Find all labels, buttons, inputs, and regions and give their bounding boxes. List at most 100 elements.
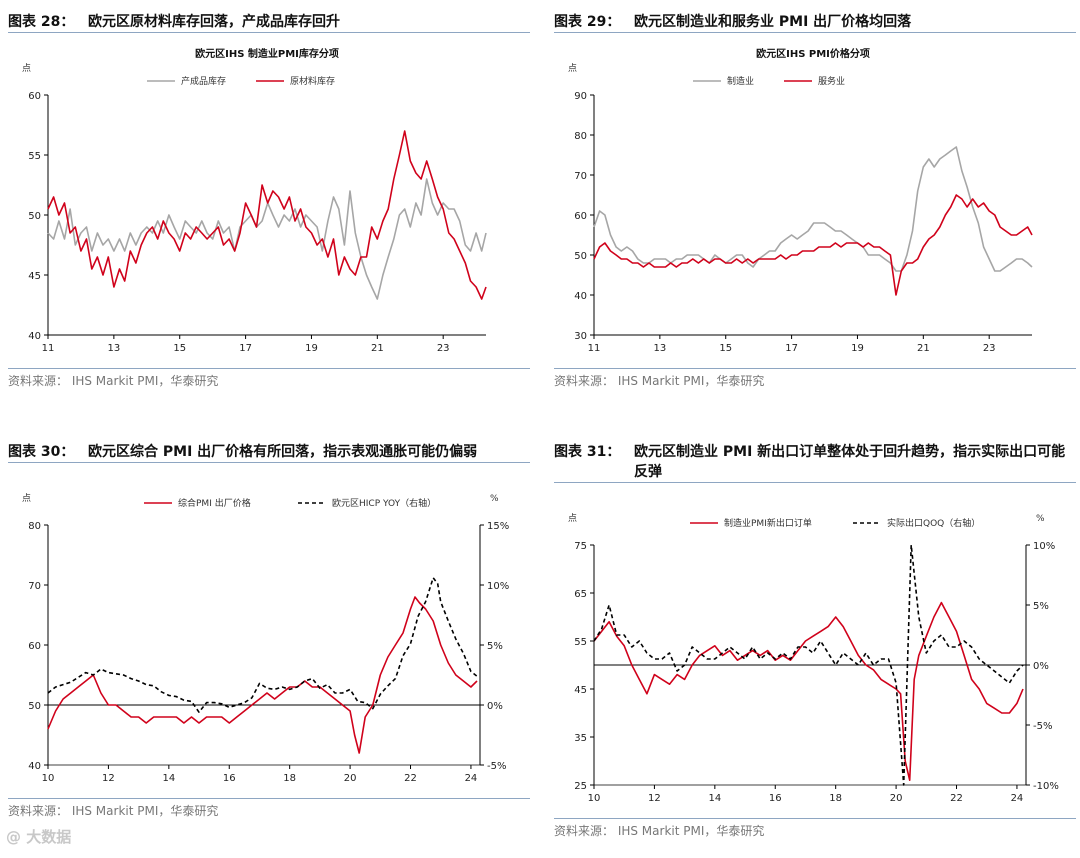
x-tick-label: 20 bbox=[344, 773, 357, 784]
footer-rule bbox=[8, 368, 530, 369]
x-tick-label: 21 bbox=[371, 343, 384, 354]
figure-title: 欧元区原材料库存回落，产成品库存回升 bbox=[88, 14, 340, 30]
y2-axis-unit-label: % bbox=[1036, 514, 1045, 524]
figure-panel-28: 图表 28： 欧元区原材料库存回落，产成品库存回升 点 欧元区IHS 制造业PMI… bbox=[8, 0, 530, 395]
y-tick-label: 50 bbox=[28, 211, 41, 222]
series-line-0 bbox=[593, 146, 1033, 272]
x-tick-label: 18 bbox=[829, 793, 842, 804]
y-tick-label: 55 bbox=[574, 637, 587, 648]
legend-label-1: 服务业 bbox=[818, 75, 845, 87]
x-tick-label: 18 bbox=[283, 773, 296, 784]
chart-31-svg: 点 % 制造业PMI新出口订单 实际出口QOQ（右轴） 25 35 45 55 65 75 -10%… bbox=[568, 513, 1059, 804]
x-tick-label: 23 bbox=[437, 343, 450, 354]
x-tick-label: 22 bbox=[404, 773, 417, 784]
y-tick-label: 60 bbox=[28, 91, 41, 102]
y-tick-label: 40 bbox=[28, 761, 41, 772]
x-tick-label: 16 bbox=[769, 793, 782, 804]
figure-title: 欧元区综合 PMI 出厂价格有所回落，指示表观通胀可能仍偏弱 bbox=[88, 444, 478, 460]
x-tick-label: 12 bbox=[648, 793, 661, 804]
x-tick-label: 17 bbox=[239, 343, 252, 354]
x-tick-label: 16 bbox=[223, 773, 236, 784]
header-rule bbox=[554, 482, 1076, 483]
y-tick-label: 55 bbox=[28, 151, 41, 162]
y2-tick-label: -5% bbox=[487, 761, 506, 772]
y-tick-label: 45 bbox=[574, 685, 587, 696]
y2-tick-label: 5% bbox=[487, 641, 503, 652]
chart-title: 欧元区IHS 制造业PMI库存分项 bbox=[195, 47, 339, 60]
y-tick-label: 40 bbox=[574, 291, 587, 302]
y-tick-label: 25 bbox=[574, 781, 587, 792]
figure-number: 图表 28： bbox=[8, 14, 75, 30]
y2-tick-label: 10% bbox=[1033, 541, 1055, 552]
x-tick-label: 10 bbox=[588, 793, 601, 804]
x-tick-label: 21 bbox=[917, 343, 930, 354]
series-line-1 bbox=[47, 130, 487, 300]
figure-title: 欧元区制造业 PMI 新出口订单整体处于回升趋势，指示实际出口可能反弹 bbox=[634, 444, 1066, 480]
chart-30: 点% 综合PMI 出厂价格 欧元区HICP YOY（右轴） 40 50 60 70 80 -5%… bbox=[8, 463, 530, 798]
y-tick-label: 80 bbox=[574, 131, 587, 142]
x-tick-label: 13 bbox=[653, 343, 666, 354]
x-tick-label: 11 bbox=[588, 343, 601, 354]
source-note: 资料来源： IHS Markit PMI，华泰研究 bbox=[8, 374, 219, 388]
chart-30-svg: 点 % 综合PMI 出厂价格 欧元区HICP YOY（右轴） 40 50 60 70 80 -5%… bbox=[22, 493, 509, 784]
figure-panel-31: 图表 31： 欧元区制造业 PMI 新出口订单整体处于回升趋势，指示实际出口可能… bbox=[554, 430, 1076, 845]
legend-label-0: 制造业PMI新出口订单 bbox=[724, 517, 812, 529]
chart-28: 点 欧元区IHS 制造业PMI库存分项 产成品库存 原材料库存 40 45 50 55 60 11… bbox=[8, 33, 530, 368]
y2-axis-unit-label: % bbox=[490, 494, 499, 504]
header-rule bbox=[8, 462, 530, 463]
legend-label-0: 产成品库存 bbox=[181, 75, 226, 87]
legend-label-0: 综合PMI 出厂价格 bbox=[178, 497, 251, 509]
figure-header: 图表 30： 欧元区综合 PMI 出厂价格有所回落，指示表观通胀可能仍偏弱 bbox=[8, 430, 530, 462]
x-tick-label: 13 bbox=[107, 343, 120, 354]
legend-label-1: 欧元区HICP YOY（右轴） bbox=[332, 497, 436, 509]
y-tick-label: 70 bbox=[28, 581, 41, 592]
y2-tick-label: -5% bbox=[1033, 721, 1052, 732]
x-tick-label: 14 bbox=[162, 773, 175, 784]
header-rule bbox=[554, 32, 1076, 33]
y-tick-label: 35 bbox=[574, 733, 587, 744]
watermark-text: @ 大数据 bbox=[6, 828, 72, 846]
x-tick-label: 10 bbox=[42, 773, 55, 784]
legend-label-0: 制造业 bbox=[727, 75, 754, 87]
source-note: 资料来源： IHS Markit PMI，华泰研究 bbox=[554, 824, 765, 838]
source-note: 资料来源： IHS Markit PMI，华泰研究 bbox=[8, 804, 219, 818]
x-tick-label: 19 bbox=[305, 343, 318, 354]
y-tick-label: 50 bbox=[28, 701, 41, 712]
x-tick-label: 17 bbox=[785, 343, 798, 354]
footer-rule bbox=[554, 368, 1076, 369]
y2-tick-label: 5% bbox=[1033, 601, 1049, 612]
chart-31: 点% 制造业PMI新出口订单 实际出口QOQ（右轴） 25 35 45 55 65 75 -10%… bbox=[554, 483, 1076, 818]
figure-header: 图表 28： 欧元区原材料库存回落，产成品库存回升 bbox=[8, 0, 530, 32]
source-note: 资料来源： IHS Markit PMI，华泰研究 bbox=[554, 374, 765, 388]
series-line-0 bbox=[47, 596, 478, 754]
chart-title: 欧元区IHS PMI价格分项 bbox=[756, 47, 870, 60]
figure-header: 图表 31： 欧元区制造业 PMI 新出口订单整体处于回升趋势，指示实际出口可能… bbox=[554, 430, 1076, 482]
figure-number: 图表 30： bbox=[8, 444, 75, 460]
series-line-0 bbox=[593, 601, 1024, 782]
x-tick-label: 11 bbox=[42, 343, 55, 354]
legend-label-1: 实际出口QOQ（右轴） bbox=[887, 517, 980, 529]
series-line-1 bbox=[593, 194, 1033, 296]
figure-title: 欧元区制造业和服务业 PMI 出厂价格均回落 bbox=[634, 14, 912, 30]
y-axis-unit-label: 点 bbox=[22, 63, 31, 74]
series-line-1 bbox=[47, 577, 478, 713]
figure-panel-29: 图表 29： 欧元区制造业和服务业 PMI 出厂价格均回落 点 欧元区IHS PM… bbox=[554, 0, 1076, 395]
y-axis-unit-label: 点 bbox=[568, 513, 577, 524]
x-tick-label: 19 bbox=[851, 343, 864, 354]
y-tick-label: 30 bbox=[574, 331, 587, 342]
y2-tick-label: 15% bbox=[487, 521, 509, 532]
x-tick-label: 14 bbox=[708, 793, 721, 804]
y-tick-label: 60 bbox=[28, 641, 41, 652]
x-tick-label: 12 bbox=[102, 773, 115, 784]
figure-number: 图表 31： bbox=[554, 444, 621, 460]
footer-rule bbox=[8, 798, 530, 799]
series-line-1 bbox=[593, 544, 1024, 786]
chart-29: 点 欧元区IHS PMI价格分项 制造业 服务业 30 40 50 60 70 80 90 11 13 1… bbox=[554, 33, 1076, 368]
series-line-0 bbox=[47, 178, 487, 300]
figure-number: 图表 29： bbox=[554, 14, 621, 30]
figure-panel-30: 图表 30： 欧元区综合 PMI 出厂价格有所回落，指示表观通胀可能仍偏弱 点%… bbox=[8, 430, 530, 825]
x-tick-label: 24 bbox=[1011, 793, 1024, 804]
y-axis-unit-label: 点 bbox=[22, 493, 31, 504]
